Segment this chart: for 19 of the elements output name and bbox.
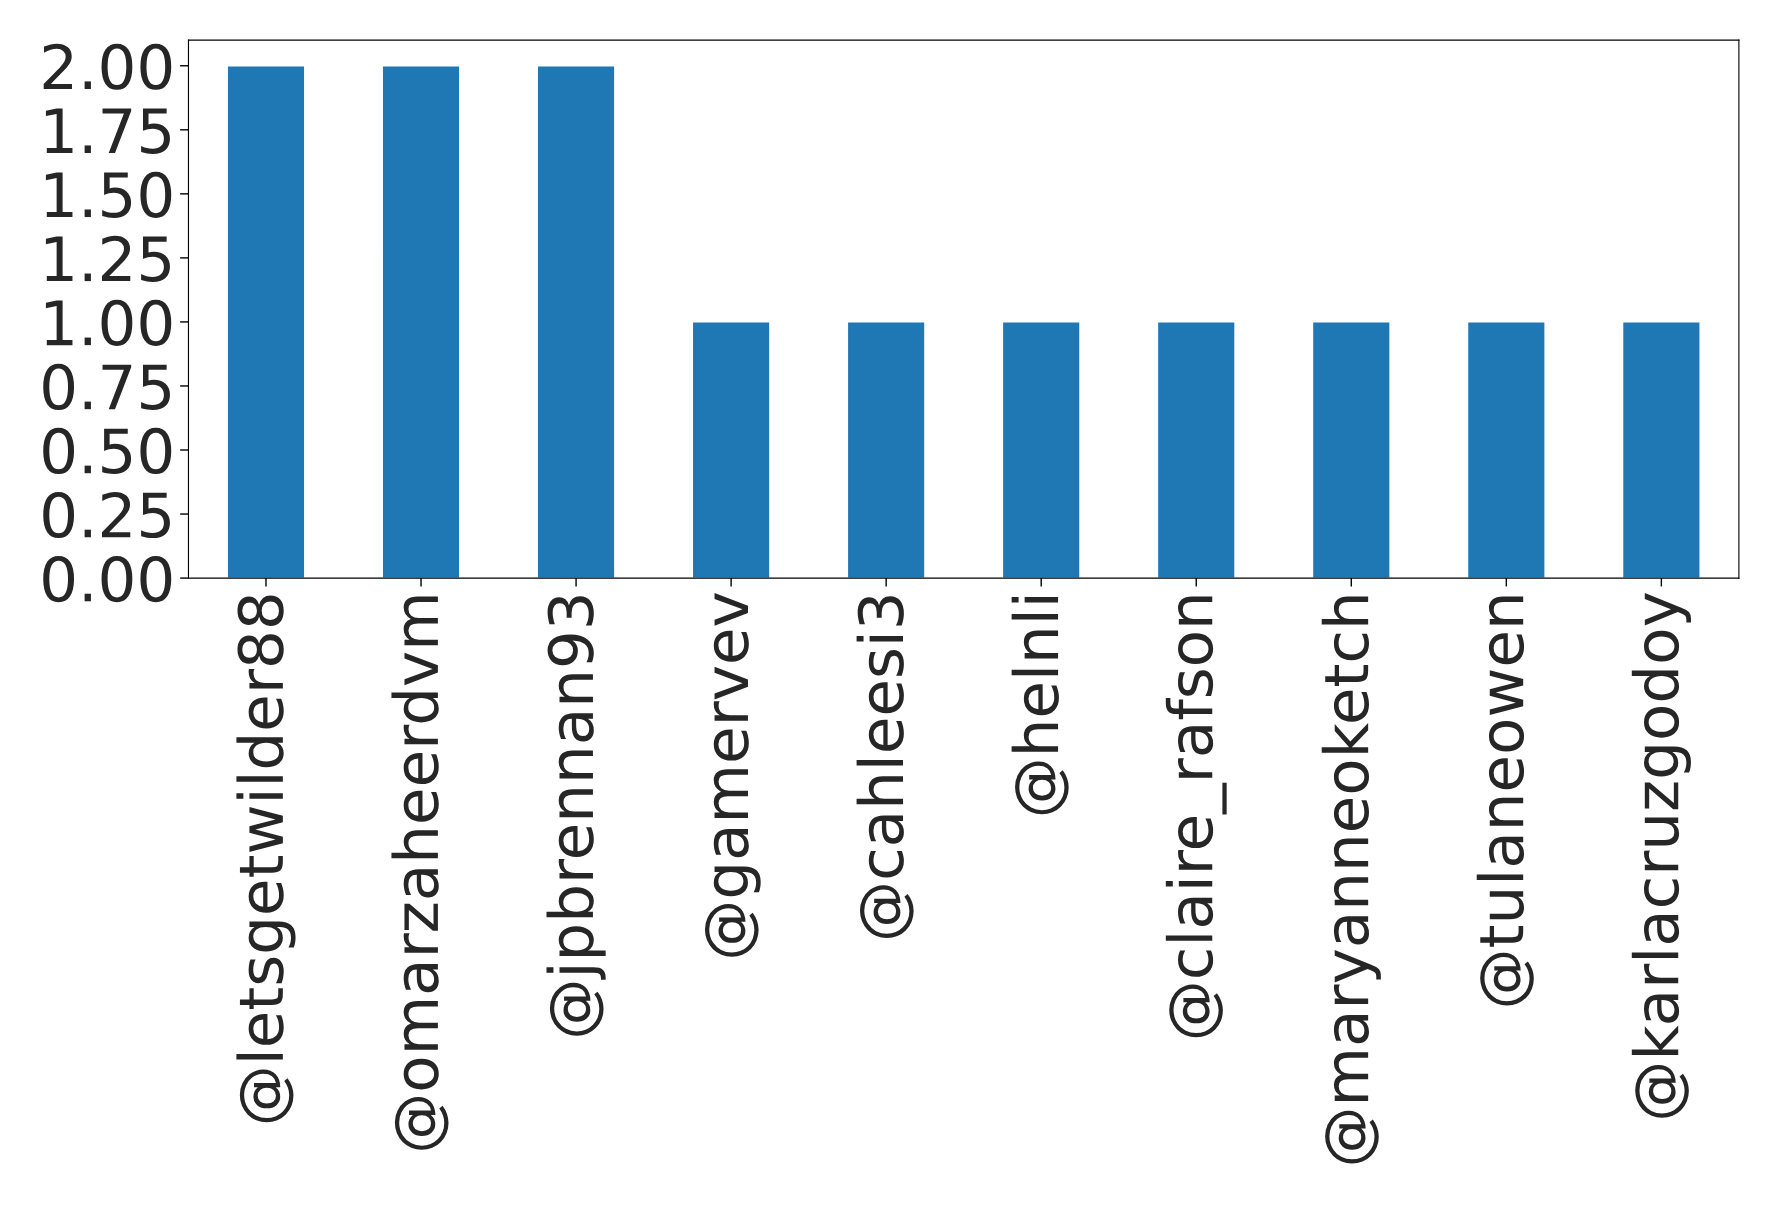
x-tick-label: @jpbrennan93 [546,596,606,1036]
y-tick-label: 0.75 [43,363,170,411]
y-tick-label: 0.00 [43,555,172,603]
y-tick-label: 0.50 [43,427,172,475]
y-tick-label: 1.25 [45,235,170,282]
x-tick-label: @helnli [1011,597,1069,815]
y-tick-label: 1.00 [45,299,172,347]
x-tick-label: @karlacruzgodoy [1631,593,1691,1118]
x-tick-label: @maryanneoketch [1321,596,1381,1164]
y-tick-label: 0.25 [43,491,170,539]
y-tick-label: 2.00 [43,43,172,90]
x-tick-label: @omarzaheerdvm [391,596,449,1150]
x-tick-label: @claire_rafson [1165,596,1227,1038]
x-tick-label: @tulaneowen [1476,596,1534,1006]
y-tick-label: 1.75 [45,108,170,154]
x-tick-label: @gamervev [704,593,761,957]
x-tick-label: @letsgetwilder88 [236,595,296,1123]
x-tick-label: @cahleesi3 [856,596,914,939]
y-tick-label: 1.50 [45,171,172,218]
